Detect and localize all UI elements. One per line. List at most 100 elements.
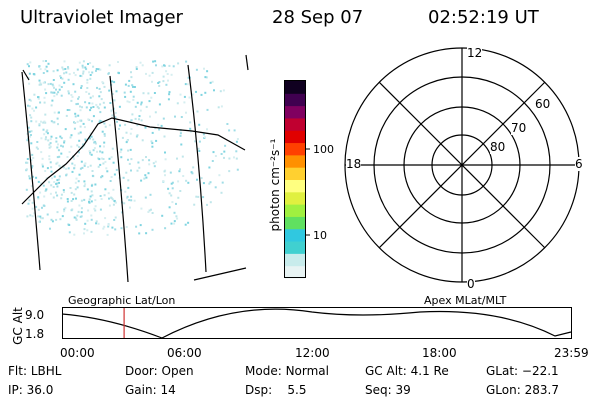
uv-speckle [69, 136, 72, 139]
uv-speckle [226, 123, 229, 125]
uv-speckle [130, 119, 133, 122]
uv-speckle [44, 170, 47, 172]
uv-speckle [117, 61, 119, 63]
uv-speckle [77, 210, 80, 213]
uv-speckle [128, 101, 131, 104]
uv-speckle [90, 230, 93, 233]
uv-speckle [76, 214, 79, 217]
uv-speckle [138, 115, 141, 118]
uv-speckle [114, 228, 117, 231]
uv-speckle [118, 105, 121, 108]
uv-speckle [136, 169, 139, 172]
uv-speckle [62, 189, 65, 192]
uv-speckle [70, 99, 73, 102]
uv-speckle [179, 190, 182, 192]
uv-speckle [163, 64, 165, 67]
uv-speckle [128, 199, 131, 202]
uv-speckle [83, 164, 86, 167]
altitude-curve [61, 308, 572, 339]
uv-speckle [176, 157, 178, 160]
uv-speckle [52, 196, 55, 199]
uv-speckle [31, 165, 34, 168]
uv-speckle [168, 206, 171, 209]
uv-speckle [66, 156, 69, 158]
uv-speckle [41, 163, 44, 166]
uv-speckle [39, 191, 42, 194]
uv-speckle [87, 118, 90, 121]
uv-speckle [220, 105, 223, 108]
uv-speckle [100, 198, 103, 200]
uv-speckle [56, 179, 59, 182]
uv-speckle [63, 210, 66, 213]
uv-speckle [228, 129, 231, 132]
colorbar-band [285, 216, 305, 230]
uv-speckle [44, 88, 47, 91]
uv-speckle [78, 173, 81, 176]
uv-speckle [71, 162, 74, 165]
uv-speckle [55, 88, 57, 91]
uv-speckle [84, 183, 87, 186]
uv-speckle [32, 73, 35, 75]
uv-speckle [74, 181, 77, 184]
uv-speckle [78, 146, 80, 148]
uv-speckle [224, 144, 227, 147]
uv-speckle [75, 218, 78, 221]
uv-speckle [50, 166, 53, 169]
uv-speckle [150, 140, 153, 143]
uv-speckle [99, 150, 102, 153]
uv-speckle [28, 65, 30, 68]
colorbar-band [285, 179, 305, 193]
uv-speckle [71, 208, 74, 211]
uv-speckle [177, 180, 180, 183]
uv-speckle [76, 102, 79, 105]
uv-speckle [175, 215, 178, 218]
uv-speckle [57, 91, 60, 94]
uv-speckle [145, 176, 148, 179]
uv-speckle [55, 162, 58, 165]
uv-speckle [90, 214, 93, 217]
uv-speckle [141, 159, 144, 162]
uv-speckle [124, 123, 127, 126]
uv-speckle [176, 102, 179, 105]
uv-speckle [105, 167, 108, 170]
mlt-label-6: 6 [575, 157, 583, 171]
uv-speckle [68, 109, 71, 111]
uv-speckle [76, 186, 79, 189]
uv-speckle [37, 97, 40, 100]
uv-speckle [128, 162, 131, 165]
uv-speckle [67, 67, 70, 70]
uv-speckle [88, 102, 91, 105]
uv-speckle [43, 204, 46, 207]
uv-speckle [212, 151, 215, 154]
uv-speckle [143, 177, 146, 180]
uv-speckle [136, 134, 139, 137]
uv-speckle [72, 83, 75, 86]
uv-speckle [233, 156, 235, 159]
uv-speckle [195, 68, 198, 71]
uv-speckle [50, 184, 53, 187]
uv-speckle [40, 151, 43, 154]
colorbar-band [285, 241, 305, 254]
uv-speckle [223, 150, 226, 153]
uv-speckle [63, 191, 65, 193]
uv-speckle [55, 191, 57, 194]
uv-speckle [211, 80, 214, 83]
mlt-label-12: 12 [467, 46, 483, 60]
uv-speckle [39, 68, 42, 71]
uv-speckle [110, 110, 113, 113]
uv-speckle [95, 103, 98, 106]
uv-speckle [111, 198, 114, 201]
uv-speckle [80, 211, 83, 214]
uv-speckle [52, 121, 55, 124]
uv-speckle [28, 72, 31, 75]
uv-speckle [228, 157, 231, 160]
uv-speckle [192, 166, 195, 169]
uv-speckle [99, 208, 102, 211]
uv-speckle [100, 98, 103, 101]
uv-speckle [25, 188, 28, 191]
uv-speckle [44, 190, 47, 192]
status-glon: GLon: 283.7 [486, 383, 559, 397]
uv-speckle [236, 168, 239, 171]
uv-speckle [30, 99, 32, 102]
uv-speckle [55, 182, 58, 185]
